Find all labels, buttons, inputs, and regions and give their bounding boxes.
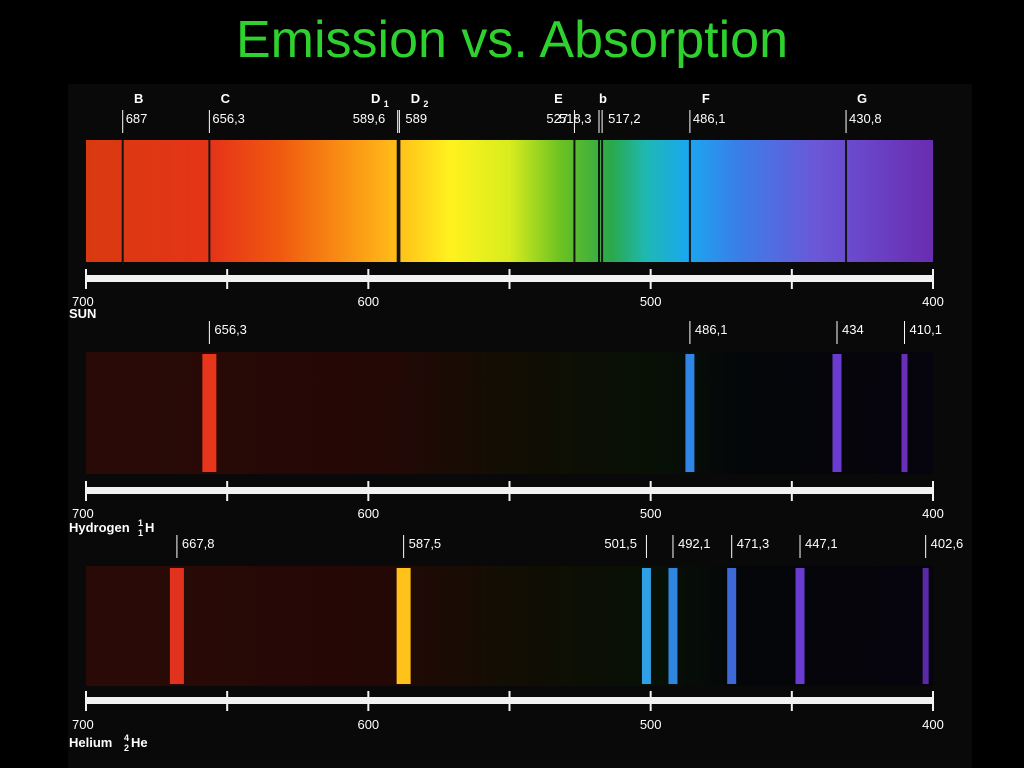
spectrum-name: SUN: [69, 306, 96, 321]
axis-tick-label: 400: [922, 717, 944, 732]
line-wavelength-label: 402,6: [931, 536, 964, 551]
axis-tick-label: 600: [357, 506, 379, 521]
emission-line: [832, 354, 842, 472]
fraunhofer-letter: b: [599, 91, 607, 106]
line-wavelength-label: 517,2: [608, 111, 641, 126]
fraunhofer-letter: D: [411, 91, 420, 106]
fraunhofer-letter: D: [371, 91, 380, 106]
axis-tick-label: 500: [640, 717, 662, 732]
emission-line: [685, 354, 695, 472]
mass-number: 4: [124, 733, 129, 743]
line-wavelength-label: 447,1: [805, 536, 838, 551]
axis-tick-label: 500: [640, 294, 662, 309]
fraunhofer-letter: C: [221, 91, 231, 106]
line-wavelength-label: 587,5: [409, 536, 442, 551]
axis-tick-label: 700: [72, 294, 94, 309]
line-wavelength-label: 486,1: [693, 111, 726, 126]
emission-line: [901, 354, 908, 472]
axis-tick-label: 600: [357, 294, 379, 309]
fraunhofer-letter: E: [554, 91, 563, 106]
emission-spectrum-band: [86, 352, 933, 474]
line-wavelength-label: 492,1: [678, 536, 711, 551]
mass-number: 1: [138, 518, 143, 528]
axis-tick-label: 500: [640, 506, 662, 521]
line-wavelength-label: 687: [126, 111, 148, 126]
fraunhofer-subscript: 1: [384, 99, 389, 109]
emission-line: [169, 568, 184, 684]
emission-line: [727, 568, 737, 684]
line-wavelength-label: 501,5: [604, 536, 637, 551]
continuous-spectrum-band: [86, 140, 933, 262]
fraunhofer-letter: F: [702, 91, 710, 106]
emission-line: [641, 568, 651, 684]
fraunhofer-letter: B: [134, 91, 143, 106]
line-wavelength-label: 589,6: [353, 111, 386, 126]
emission-line: [922, 568, 929, 684]
emission-line: [795, 568, 805, 684]
page-title: Emission vs. Absorption: [235, 11, 789, 69]
fraunhofer-letter: G: [857, 91, 867, 106]
line-wavelength-label: 589: [405, 111, 427, 126]
line-wavelength-label: 434: [842, 322, 864, 337]
axis-tick-label: 400: [922, 294, 944, 309]
axis-tick-label: 400: [922, 506, 944, 521]
emission-line: [202, 354, 217, 472]
axis-tick-label: 700: [72, 506, 94, 521]
line-wavelength-label: 656,3: [212, 111, 245, 126]
axis-tick-label: 600: [357, 717, 379, 732]
emission-line: [668, 568, 678, 684]
line-wavelength-label: 518,3: [559, 111, 592, 126]
element-symbol: He: [131, 735, 148, 750]
atomic-number: 1: [138, 528, 143, 538]
emission-line: [396, 568, 411, 684]
element-symbol: H: [145, 520, 154, 535]
spectrum-name: Hydrogen: [69, 520, 130, 535]
line-wavelength-label: 410,1: [909, 322, 942, 337]
spectrum-name: Helium: [69, 735, 112, 750]
axis-tick-label: 700: [72, 717, 94, 732]
line-wavelength-label: 486,1: [695, 322, 728, 337]
line-wavelength-label: 667,8: [182, 536, 215, 551]
line-wavelength-label: 430,8: [849, 111, 882, 126]
line-wavelength-label: 656,3: [214, 322, 247, 337]
fraunhofer-subscript: 2: [423, 99, 428, 109]
line-wavelength-label: 527: [546, 111, 568, 126]
atomic-number: 2: [124, 743, 129, 753]
line-wavelength-label: 471,3: [737, 536, 770, 551]
emission-spectrum-band: [86, 566, 933, 686]
